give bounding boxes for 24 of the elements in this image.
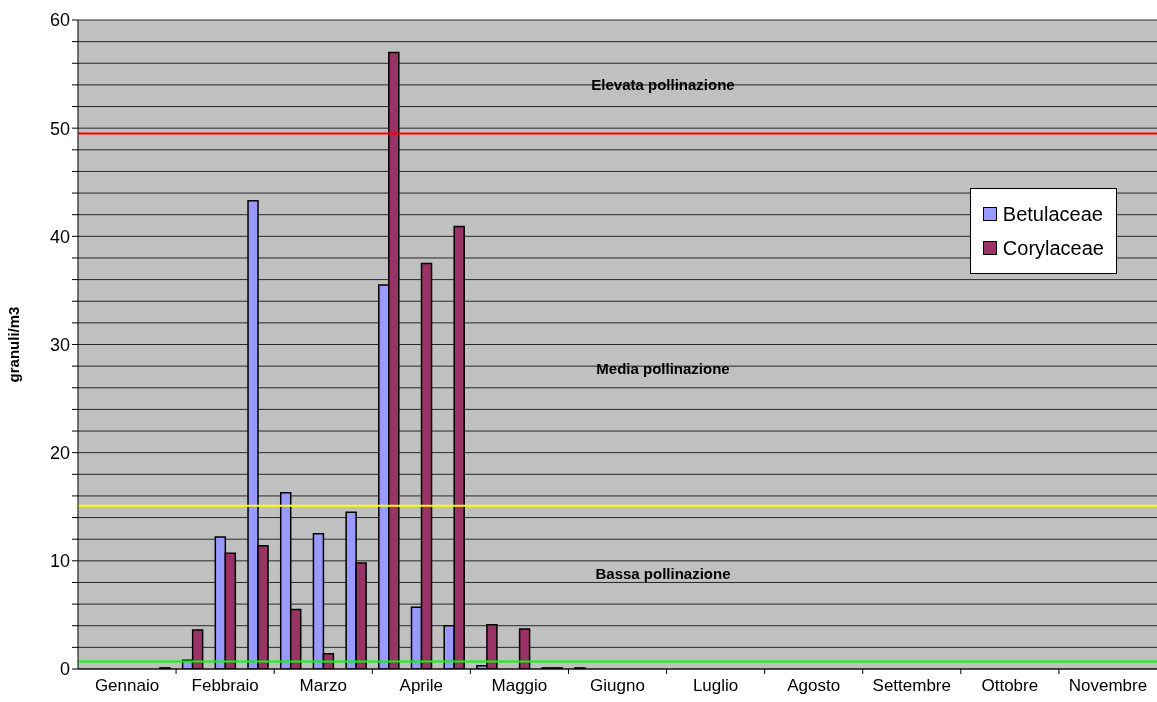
annotation: Media pollinazione	[595, 360, 731, 377]
y-tick-label: 0	[59, 659, 70, 680]
x-tick-label: Maggio	[491, 676, 548, 695]
y-tick-label: 40	[49, 226, 70, 247]
x-tick-label: Settembre	[872, 676, 951, 695]
legend-label: Corylaceae	[1002, 236, 1104, 261]
annotation: Elevata pollinazione	[590, 76, 736, 93]
y-tick-label: 60	[49, 10, 70, 31]
legend-label: Betulaceae	[1002, 202, 1103, 227]
x-tick-label: Novembre	[1068, 676, 1148, 695]
y-tick-label: 10	[49, 551, 70, 572]
y-tick-label: 30	[49, 334, 70, 355]
x-tick-label: Luglio	[692, 676, 739, 695]
y-tick-label: 50	[49, 118, 70, 139]
x-tick-label: Agosto	[787, 676, 841, 695]
x-tick-label: Febbraio	[191, 676, 259, 695]
annotation: Bassa pollinazione	[594, 565, 732, 582]
x-tick-label: Marzo	[299, 676, 347, 695]
x-tick-label: Giugno	[590, 676, 645, 695]
x-tick-label: Gennaio	[94, 676, 160, 695]
y-axis-title: granuli/m3	[5, 306, 23, 383]
x-tick-label: Aprile	[399, 676, 444, 695]
x-tick-label: Ottobre	[981, 676, 1039, 695]
y-tick-label: 20	[49, 443, 70, 464]
